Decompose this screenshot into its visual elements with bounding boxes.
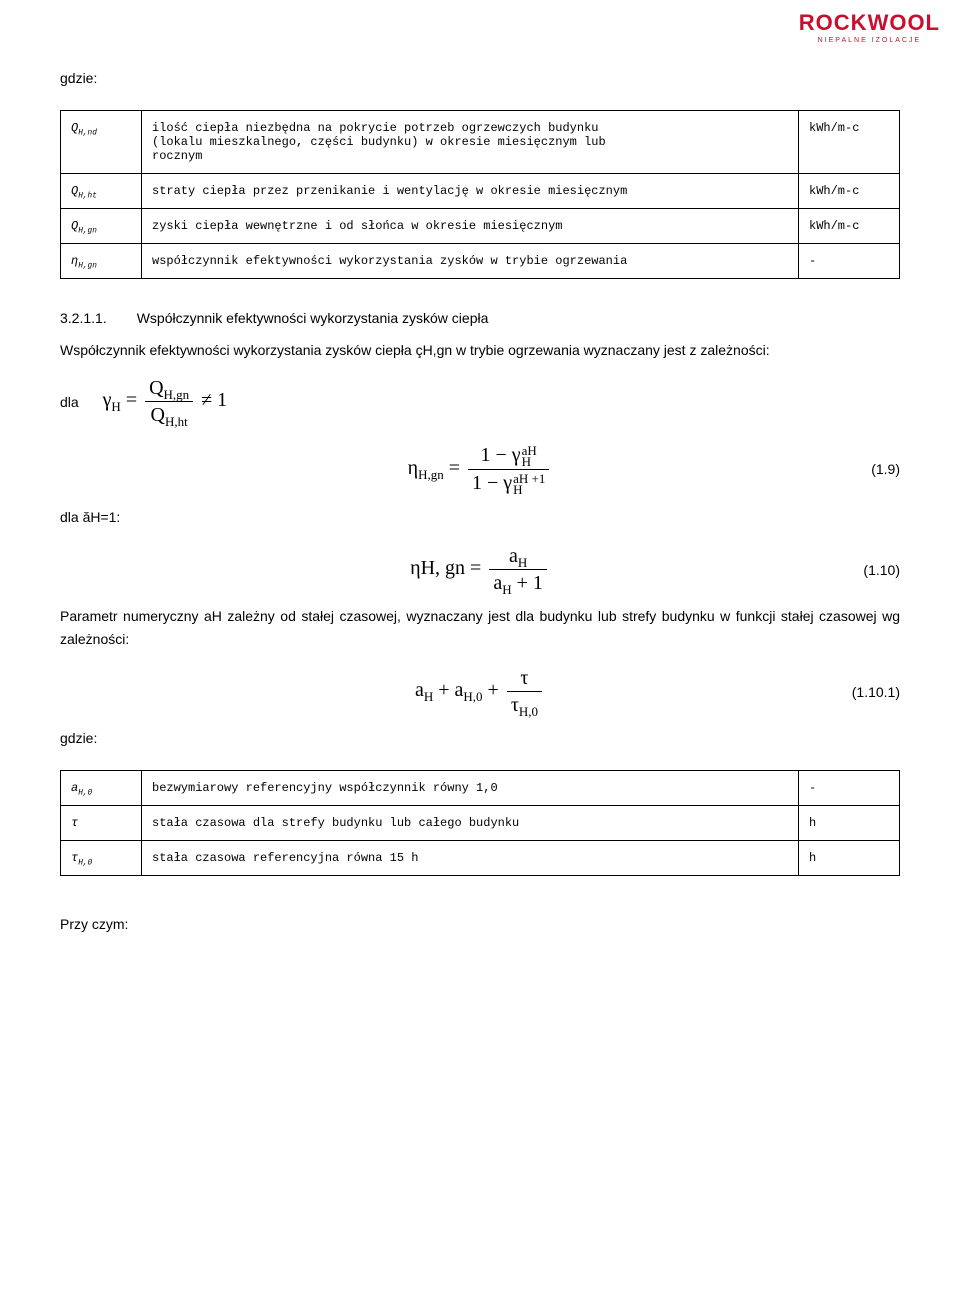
content-area: gdzie: QH,nd ilość ciepła niezbędna na p… <box>60 20 900 932</box>
table-row: QH,nd ilość ciepła niezbędna na pokrycie… <box>61 111 900 174</box>
symbol-cell: τ <box>61 805 142 840</box>
unit-cell: h <box>799 840 900 875</box>
section-title-text: Współczynnik efektywności wykorzystania … <box>137 310 489 326</box>
equation-1-10-1: aH + aH,0 + τ τH,0 (1.10.1) <box>60 666 900 717</box>
equation-gamma: dla γH = QH,gn QH,ht ≠ 1 <box>60 376 900 427</box>
desc-cell: stała czasowa dla strefy budynku lub cał… <box>142 805 799 840</box>
unit-cell: - <box>799 244 900 279</box>
definitions-table-1: QH,nd ilość ciepła niezbędna na pokrycie… <box>60 110 900 279</box>
gdzie-label-2: gdzie: <box>60 727 900 749</box>
equation-number: (1.10.1) <box>852 684 900 700</box>
symbol-cell: τH,0 <box>61 840 142 875</box>
dla-label: dla <box>60 394 79 410</box>
equation-expression: aH + aH,0 + τ τH,0 <box>60 666 900 717</box>
table-row: ηH,gn współczynnik efektywności wykorzys… <box>61 244 900 279</box>
desc-cell: bezwymiarowy referencyjny współczynnik r… <box>142 770 799 805</box>
logo-main-text: ROCKWOOL <box>799 10 940 36</box>
equation-1-9: ηH,gn = 1 − γaHH 1 − γaH +1H (1.9) <box>60 443 900 496</box>
document-page: ROCKWOOL NIEPALNE IZOLACJE gdzie: QH,nd … <box>0 0 960 1315</box>
unit-cell: kWh/m-c <box>799 111 900 174</box>
desc-cell: współczynnik efektywności wykorzystania … <box>142 244 799 279</box>
equation-number: (1.10) <box>863 562 900 578</box>
brand-logo: ROCKWOOL NIEPALNE IZOLACJE <box>799 10 940 44</box>
paragraph-1: Współczynnik efektywności wykorzystania … <box>60 339 900 361</box>
table-row: aH,0 bezwymiarowy referencyjny współczyn… <box>61 770 900 805</box>
unit-cell: - <box>799 770 900 805</box>
equation-expression: ηH,gn = 1 − γaHH 1 − γaH +1H <box>60 443 900 496</box>
table-row: QH,ht straty ciepła przez przenikanie i … <box>61 174 900 209</box>
desc-cell: ilość ciepła niezbędna na pokrycie potrz… <box>142 111 799 174</box>
unit-cell: kWh/m-c <box>799 174 900 209</box>
equation-1-10: ηH, gn = aH aH + 1 (1.10) <box>60 544 900 595</box>
section-number: 3.2.1.1. <box>60 310 107 326</box>
paragraph-2: Parametr numeryczny aH zależny od stałej… <box>60 605 900 650</box>
symbol-cell: ηH,gn <box>61 244 142 279</box>
section-heading: 3.2.1.1. Współczynnik efektywności wykorz… <box>60 307 900 329</box>
symbol-cell: QH,gn <box>61 209 142 244</box>
table-row: QH,gn zyski ciepła wewnętrzne i od słońc… <box>61 209 900 244</box>
dla-ah-label: dla ăH=1: <box>60 506 900 528</box>
intro-label: gdzie: <box>60 70 900 86</box>
desc-cell: zyski ciepła wewnętrzne i od słońca w ok… <box>142 209 799 244</box>
definitions-table-2: aH,0 bezwymiarowy referencyjny współczyn… <box>60 770 900 876</box>
desc-cell: straty ciepła przez przenikanie i wentyl… <box>142 174 799 209</box>
symbol-cell: QH,ht <box>61 174 142 209</box>
logo-sub-text: NIEPALNE IZOLACJE <box>799 37 940 44</box>
symbol-cell: aH,0 <box>61 770 142 805</box>
equation-expression: ηH, gn = aH aH + 1 <box>60 544 900 595</box>
unit-cell: h <box>799 805 900 840</box>
table-row: τ stała czasowa dla strefy budynku lub c… <box>61 805 900 840</box>
unit-cell: kWh/m-c <box>799 209 900 244</box>
desc-cell: stała czasowa referencyjna równa 15 h <box>142 840 799 875</box>
equation-expression: γH = QH,gn QH,ht ≠ 1 <box>103 376 228 427</box>
closing-label: Przy czym: <box>60 916 900 932</box>
equation-number: (1.9) <box>871 461 900 477</box>
symbol-cell: QH,nd <box>61 111 142 174</box>
table-row: τH,0 stała czasowa referencyjna równa 15… <box>61 840 900 875</box>
